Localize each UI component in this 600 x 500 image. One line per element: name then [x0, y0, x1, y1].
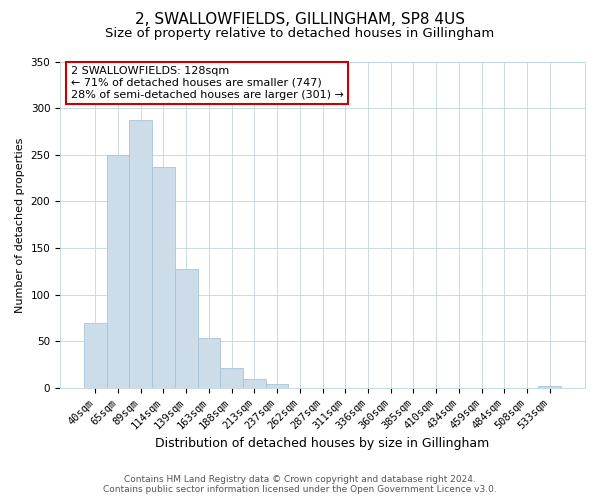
Bar: [197, 338, 220, 388]
Bar: [220, 368, 243, 388]
Text: Contains HM Land Registry data © Crown copyright and database right 2024.
Contai: Contains HM Land Registry data © Crown c…: [103, 474, 497, 494]
X-axis label: Distribution of detached houses by size in Gillingham: Distribution of detached houses by size …: [155, 437, 490, 450]
Bar: [84, 323, 107, 388]
Text: Size of property relative to detached houses in Gillingham: Size of property relative to detached ho…: [106, 28, 494, 40]
Text: 2, SWALLOWFIELDS, GILLINGHAM, SP8 4US: 2, SWALLOWFIELDS, GILLINGHAM, SP8 4US: [135, 12, 465, 28]
Bar: [266, 384, 289, 388]
Y-axis label: Number of detached properties: Number of detached properties: [15, 137, 25, 312]
Bar: [175, 268, 197, 388]
Text: 2 SWALLOWFIELDS: 128sqm
← 71% of detached houses are smaller (747)
28% of semi-d: 2 SWALLOWFIELDS: 128sqm ← 71% of detache…: [71, 66, 343, 100]
Bar: [243, 379, 266, 388]
Bar: [152, 167, 175, 388]
Bar: [538, 386, 561, 388]
Bar: [107, 155, 130, 388]
Bar: [130, 120, 152, 388]
